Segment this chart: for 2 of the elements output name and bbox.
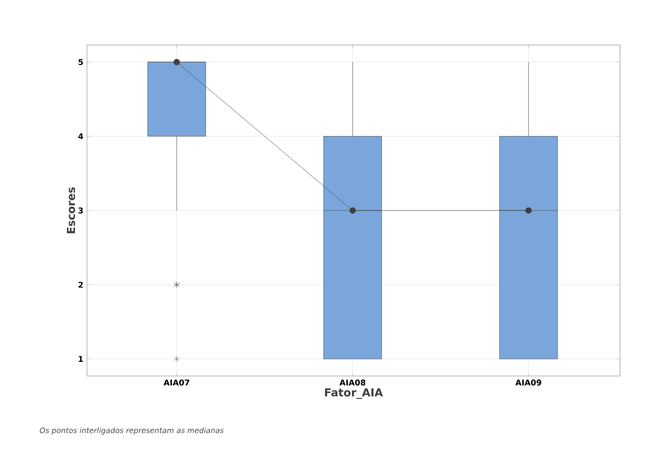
x-axis-title: Fator_AIA xyxy=(325,388,383,399)
y-axis-title: Escores xyxy=(66,187,76,234)
